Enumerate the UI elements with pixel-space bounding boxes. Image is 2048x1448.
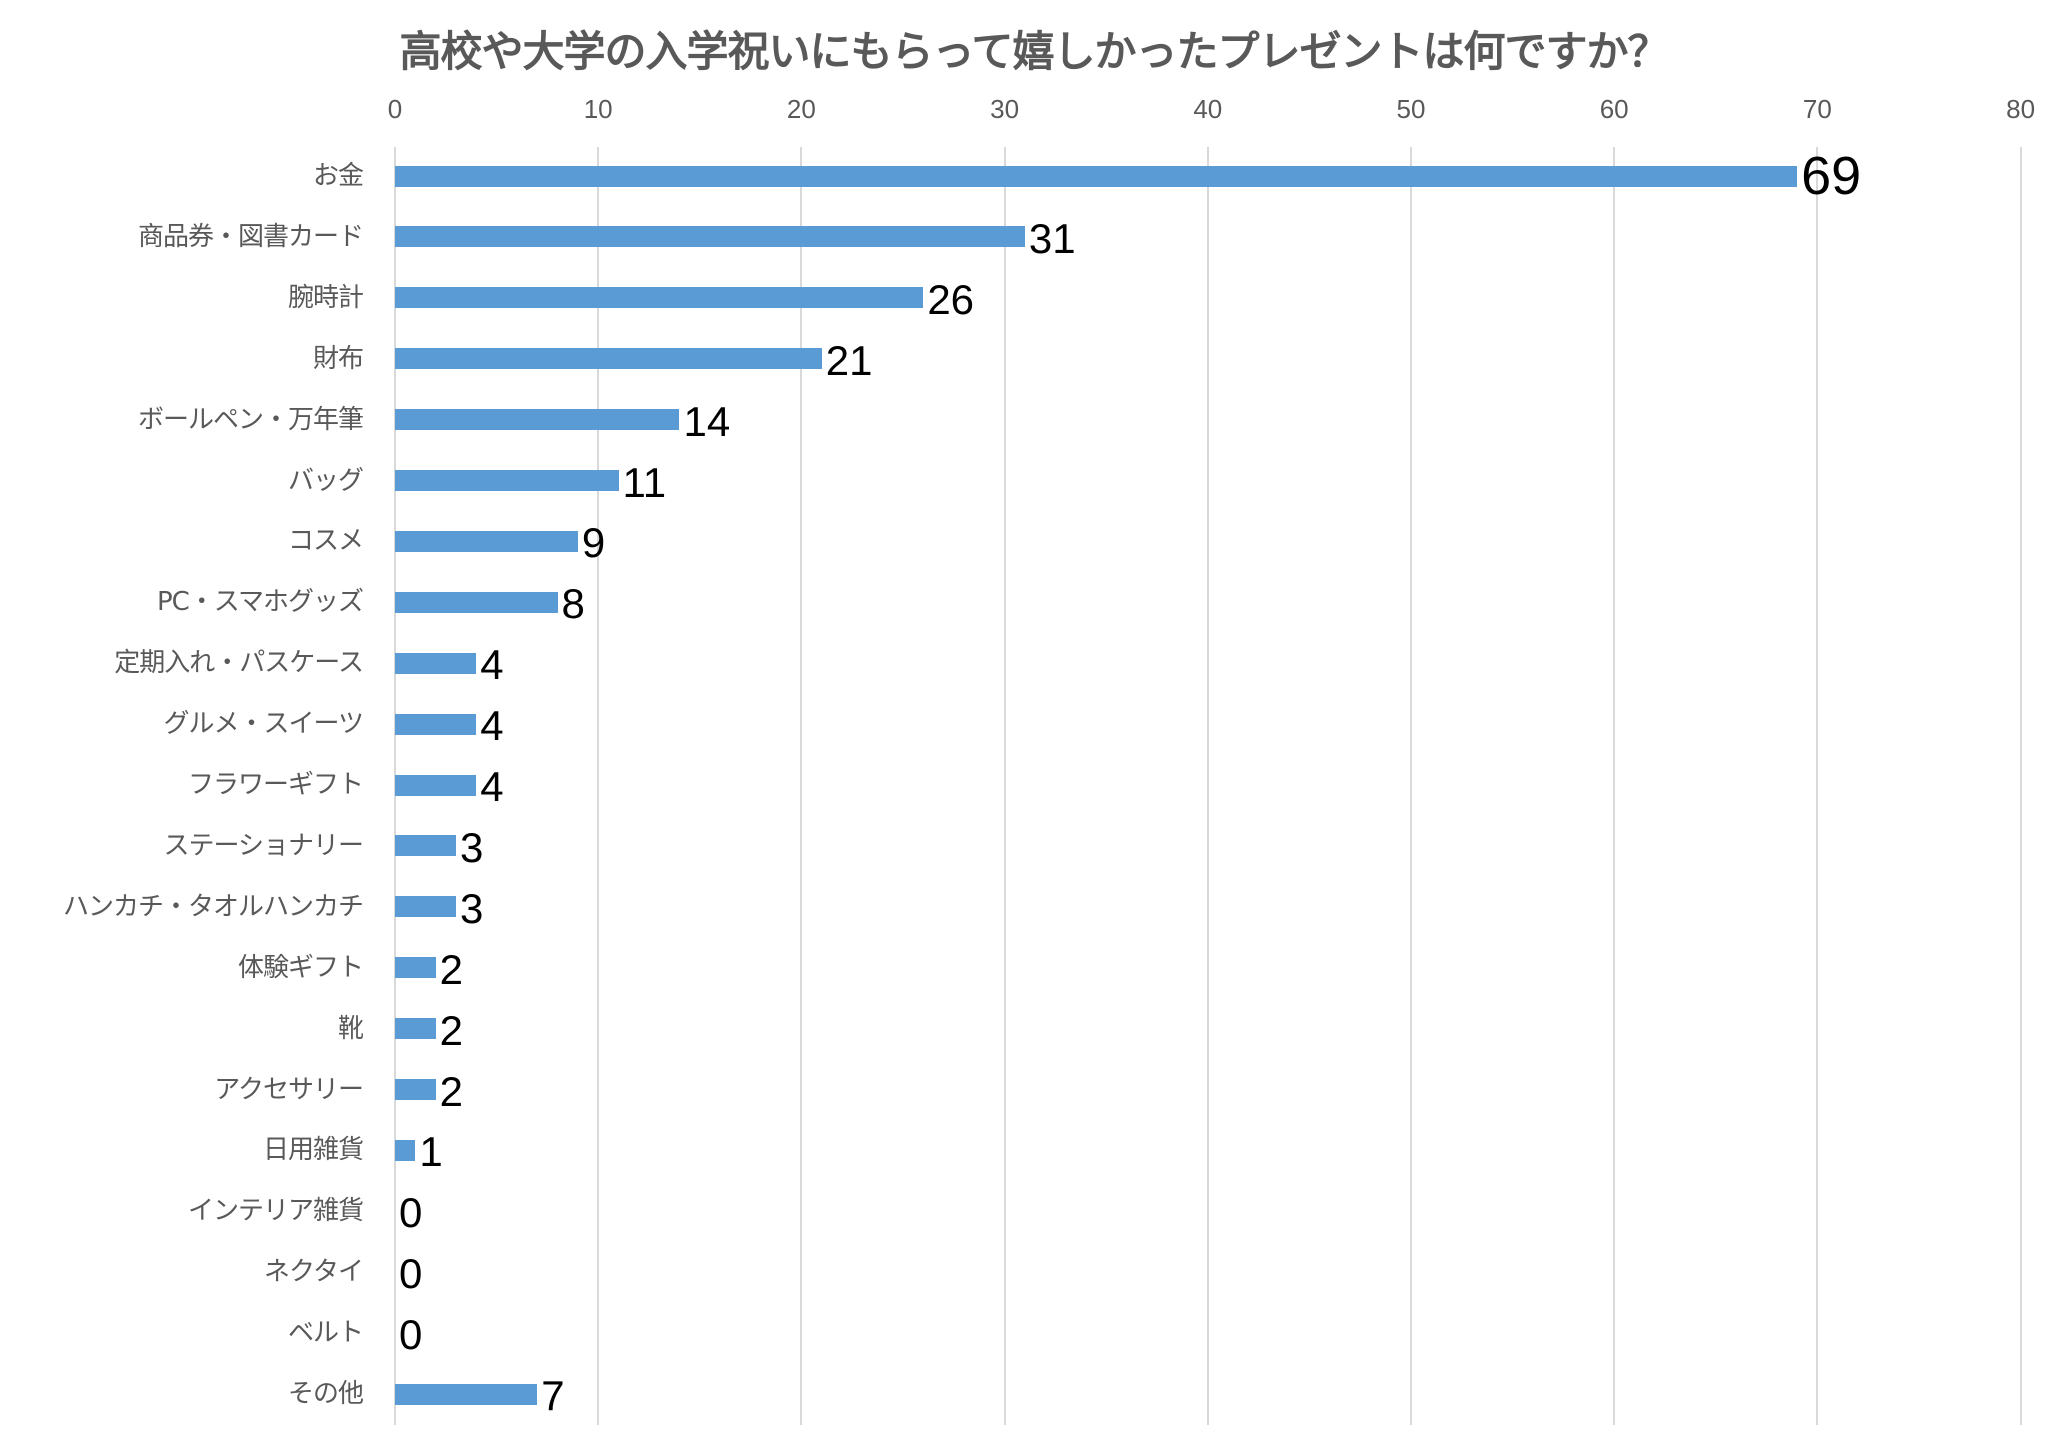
gridline [1206, 147, 1209, 1425]
x-tick-label: 80 [2006, 94, 2036, 124]
data-label: 9 [581, 519, 606, 567]
bar [395, 287, 924, 309]
bar [395, 348, 822, 370]
gridline [800, 147, 803, 1425]
category-label: バッグ [287, 465, 364, 496]
category-label: アクセサリー [214, 1074, 364, 1105]
x-tick-label: 30 [990, 94, 1020, 124]
bar [395, 530, 578, 552]
data-label: 14 [683, 397, 731, 445]
x-tick-label: 50 [1396, 94, 1426, 124]
category-label: 定期入れ・パスケース [114, 648, 364, 679]
data-label: 11 [622, 458, 667, 506]
category-label: 体験ギフト [237, 952, 364, 983]
bar [395, 713, 477, 735]
gridline [1003, 147, 1006, 1425]
gridline [597, 147, 600, 1425]
data-label: 4 [480, 641, 504, 689]
category-label: お金 [312, 161, 364, 191]
data-label: 69 [1801, 146, 1862, 206]
bar [395, 652, 477, 674]
gridline [1816, 147, 1819, 1425]
bar [395, 896, 456, 918]
bar [395, 226, 1025, 248]
category-label: ネクタイ [264, 1257, 364, 1288]
data-label: 0 [399, 1189, 423, 1237]
bar [395, 470, 619, 491]
category-label: 靴 [337, 1013, 364, 1044]
category-label: 日用雑貨 [262, 1135, 364, 1166]
category-label: ステーショナリー [163, 830, 364, 861]
category-label: 財布 [312, 343, 364, 374]
bar [395, 409, 680, 431]
data-label: 7 [541, 1372, 565, 1419]
data-label: 3 [459, 884, 484, 932]
category-label: ハンカチ・タオルハンカチ [62, 891, 364, 922]
category-label: コスメ [287, 526, 364, 557]
bar [395, 165, 1798, 187]
x-tick-label: 10 [583, 94, 613, 124]
data-label: 1 [419, 1128, 443, 1176]
x-tick-label: 20 [786, 94, 816, 124]
data-label: 2 [439, 1006, 463, 1054]
gridline [1410, 147, 1412, 1425]
category-label: フラワーギフト [187, 770, 364, 800]
bar [395, 1018, 436, 1040]
category-label: インテリア雑貨 [187, 1196, 364, 1227]
x-tick-label: 60 [1599, 94, 1629, 124]
data-label: 4 [480, 702, 504, 750]
category-label: グルメ・スイーツ [163, 709, 364, 740]
data-label: 4 [480, 763, 504, 810]
bar [395, 1079, 436, 1100]
data-label: 0 [399, 1250, 423, 1298]
x-tick-label: 0 [387, 94, 403, 124]
data-label: 31 [1028, 214, 1076, 262]
category-label: ボールペン・万年筆 [137, 404, 364, 435]
category-label: 商品券・図書カード [137, 221, 364, 252]
category-label: PC・スマホグッズ [156, 587, 364, 618]
data-label: 2 [439, 945, 463, 993]
data-label: 2 [439, 1067, 463, 1115]
bar [395, 591, 558, 613]
bar [395, 835, 456, 857]
data-label: 8 [561, 580, 585, 628]
bar [395, 957, 436, 979]
category-label: ベルト [287, 1318, 364, 1349]
gridline [2019, 147, 2022, 1425]
data-label: 3 [459, 823, 484, 871]
data-label: 26 [927, 275, 975, 323]
bar [395, 1139, 416, 1161]
x-tick-label: 40 [1193, 94, 1223, 124]
gridline [1613, 147, 1616, 1425]
bar [395, 1383, 538, 1405]
data-label: 0 [399, 1311, 423, 1359]
chart-title: 高校や大学の入学祝いにもらって嬉しかったプレゼントは何ですか？ [399, 27, 1670, 76]
category-label: 腕時計 [287, 282, 364, 313]
bar [395, 774, 477, 796]
category-label: その他 [287, 1379, 364, 1409]
x-tick-label: 70 [1802, 94, 1832, 124]
data-label: 21 [825, 336, 873, 384]
